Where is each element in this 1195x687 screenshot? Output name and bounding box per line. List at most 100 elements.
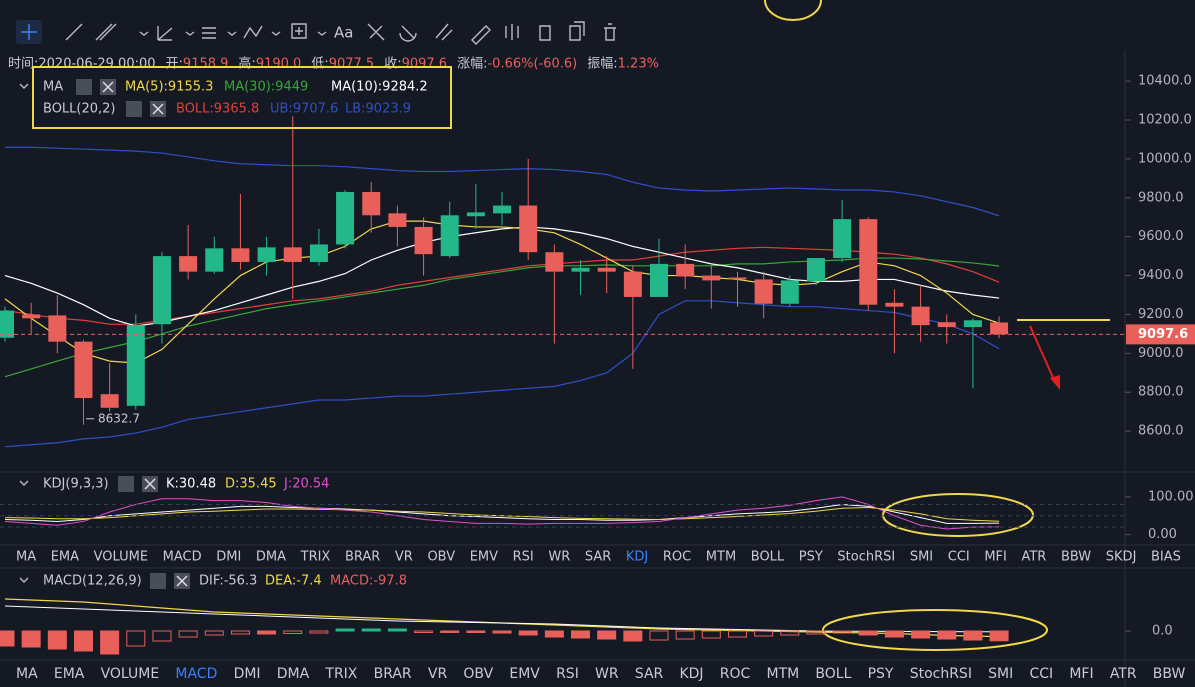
info-value: 9077.5 — [329, 57, 375, 72]
collapse[interactable] — [19, 83, 29, 89]
indicator-tab[interactable]: ATR — [1021, 550, 1046, 565]
indicator-tab[interactable]: VR — [428, 666, 448, 682]
annotation-ellipse — [882, 493, 1034, 537]
indicator-tab[interactable]: ROC — [720, 666, 751, 682]
info-label: 开: — [166, 57, 183, 72]
macd-bar — [361, 628, 381, 632]
indicator-tab[interactable]: SKDJ — [1106, 550, 1137, 565]
macd-value: MACD:-97.8 — [330, 574, 407, 589]
indicator-tab[interactable]: EMV — [470, 550, 498, 565]
indicator-tab[interactable]: BOLL — [815, 666, 851, 682]
y-tick-label: 9600.0 — [1138, 229, 1184, 244]
indicator-tab[interactable]: EMV — [509, 666, 540, 682]
y-tick-label: 10200.0 — [1138, 113, 1192, 128]
indicator-tab[interactable]: DMA — [277, 666, 310, 682]
macd-bar — [571, 630, 591, 639]
macd-bar — [649, 630, 669, 641]
candle-body — [806, 258, 825, 282]
indicator-line — [4, 257, 1000, 378]
indicator-tab[interactable]: WR — [595, 666, 619, 682]
candle-body — [963, 320, 982, 328]
more-tools[interactable] — [367, 21, 616, 45]
indicator-tab[interactable]: ROC — [663, 550, 691, 565]
indicator-tab[interactable]: MA — [16, 550, 36, 565]
legend-ma10: MA(10):9284.2 — [331, 80, 428, 95]
candle-body — [545, 252, 564, 272]
indicator-tab[interactable]: EMA — [51, 550, 79, 565]
collapse[interactable] — [19, 480, 29, 583]
indicator-tab[interactable]: BIAS — [1151, 550, 1181, 565]
indicator-tab[interactable]: MFI — [1069, 666, 1093, 682]
indicator-tab[interactable]: MACD — [175, 666, 217, 682]
indicator-tab[interactable]: VOLUME — [101, 666, 160, 682]
indicator-tab[interactable]: RSI — [556, 666, 579, 682]
indicator-tab[interactable]: CCI — [948, 550, 970, 565]
indicator-tab[interactable]: BRAR — [345, 550, 380, 565]
macd-bar — [858, 630, 878, 636]
macd-bar — [884, 630, 904, 638]
indicator-tab[interactable]: OBV — [427, 550, 455, 565]
indicator-tab[interactable]: SMI — [988, 666, 1013, 682]
macd-bar — [178, 630, 198, 638]
indicator-tab[interactable]: DMI — [234, 666, 261, 682]
candle-body — [466, 212, 485, 217]
indicator-tab[interactable]: VR — [395, 550, 413, 565]
legend-ma5: MA(5):9155.3 — [125, 80, 213, 95]
candle-body — [231, 248, 250, 262]
font-tool[interactable]: Aa — [334, 24, 353, 42]
indicator-tab[interactable]: WR — [548, 550, 570, 565]
legend-boll: BOLL(20,2) — [43, 102, 116, 117]
y-tick-label: 10000.0 — [1138, 151, 1192, 166]
indicator-tab[interactable]: DMI — [216, 550, 241, 565]
indicator-tab[interactable]: KDJ — [679, 666, 703, 682]
kdj-title: KDJ(9,3,3) — [43, 477, 109, 492]
candle-body — [414, 226, 433, 255]
macd-bar — [47, 630, 67, 650]
indicator-tab[interactable]: EMA — [54, 666, 85, 682]
indicator-tab[interactable]: OBV — [463, 666, 493, 682]
annotation-ellipse — [764, 0, 822, 21]
indicator-tab[interactable]: ATR — [1110, 666, 1137, 682]
indicator-tab[interactable]: MTM — [706, 550, 736, 565]
indicator-tab[interactable]: MFI — [984, 550, 1007, 565]
draw-tools[interactable] — [65, 23, 307, 41]
indicator-tab[interactable]: DMA — [256, 550, 286, 565]
macd-bar — [309, 630, 329, 634]
info-time: 时间:2020-06-29 00:00 — [8, 57, 156, 72]
indicator-tab[interactable]: CCI — [1029, 666, 1053, 682]
indicator-tab[interactable]: SAR — [635, 666, 664, 682]
indicator-tab[interactable]: MACD — [163, 550, 202, 565]
indicator-tab[interactable]: BBW — [1153, 666, 1186, 682]
indicator-tab[interactable]: PSY — [799, 550, 823, 565]
indicator-tab[interactable]: BOLL — [751, 550, 785, 565]
current-price: 9097.6 — [1138, 327, 1188, 342]
indicator-tab[interactable]: KDJ — [626, 550, 648, 565]
candle-body — [885, 302, 904, 307]
legend-buttons[interactable] — [76, 79, 190, 589]
candle-body — [205, 248, 224, 272]
indicator-tab[interactable]: StochRSI — [910, 666, 972, 682]
indicator-tab[interactable]: MTM — [766, 666, 799, 682]
low-marker: 8632.7 — [98, 411, 140, 425]
indicator-tab[interactable]: StochRSI — [837, 550, 895, 565]
macd-bar — [911, 630, 931, 639]
indicator-tab[interactable]: BBW — [1061, 550, 1091, 565]
indicator-tab[interactable]: SAR — [585, 550, 611, 565]
indicator-tab[interactable]: PSY — [868, 666, 894, 682]
legend-ma30: MA(30):9449 — [224, 80, 308, 95]
annotation-ellipse — [822, 609, 1048, 651]
candle-body — [336, 191, 355, 245]
indicator-tab[interactable]: TRIX — [300, 550, 331, 565]
macd-bar — [21, 630, 41, 648]
crosshair-icon — [21, 24, 37, 40]
indicator-tab[interactable]: MA — [16, 666, 38, 682]
indicator-tab[interactable]: VOLUME — [94, 550, 148, 565]
indicator-tab[interactable]: TRIX — [324, 666, 357, 682]
indicator-tab[interactable]: RSI — [513, 550, 534, 565]
dropdowns[interactable] — [139, 31, 327, 36]
indicator-tab[interactable]: SMI — [910, 550, 933, 565]
indicator-line — [5, 146, 1000, 217]
candle-body — [571, 267, 590, 272]
indicator-tab[interactable]: BRAR — [374, 666, 412, 682]
